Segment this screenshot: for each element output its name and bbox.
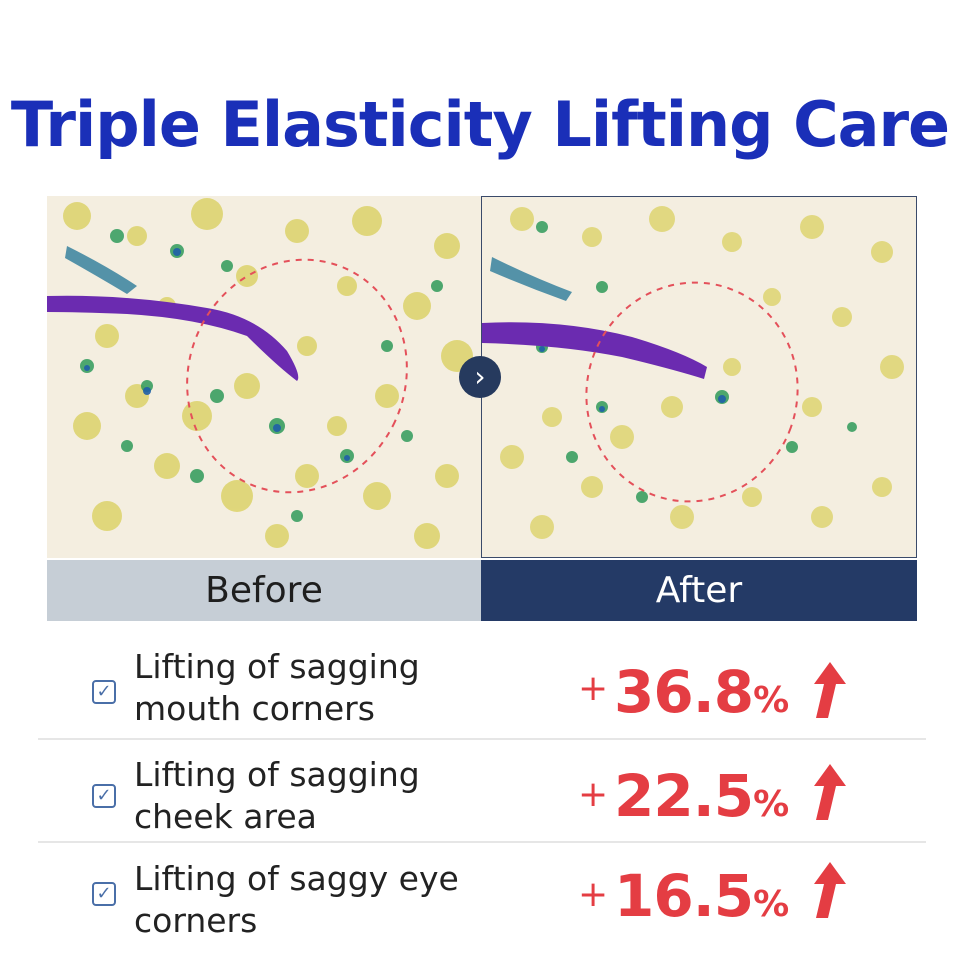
- chevron-right-icon[interactable]: ›: [459, 356, 501, 398]
- before-label: Before: [47, 560, 481, 621]
- result-label: Lifting of sagging mouth corners: [134, 646, 464, 730]
- result-row-eye-corners: ✓ Lifting of saggy eye corners + 16.5%: [0, 848, 960, 948]
- checkbox-icon: ✓: [92, 784, 116, 808]
- result-row-cheek-area: ✓ Lifting of sagging cheek area + 22.5%: [0, 744, 960, 844]
- percent-sign: %: [753, 680, 789, 721]
- plus-sign: +: [578, 874, 609, 915]
- before-skin-scan: [47, 196, 481, 558]
- result-label: Lifting of saggy eye corners: [134, 858, 464, 942]
- result-number: 36.8: [614, 658, 754, 726]
- result-value: 22.5%: [614, 762, 789, 830]
- result-value: 16.5%: [614, 862, 789, 930]
- up-arrow-icon: [814, 862, 846, 918]
- up-arrow-icon: [814, 764, 846, 820]
- result-value: 36.8%: [614, 658, 789, 726]
- result-label-line1: Lifting of sagging: [134, 755, 420, 794]
- result-label-line2: mouth corners: [134, 689, 375, 728]
- after-label: After: [481, 560, 917, 621]
- result-label-line2: corners: [134, 901, 258, 940]
- result-label-line1: Lifting of sagging: [134, 647, 420, 686]
- result-label-line1: Lifting of saggy eye: [134, 859, 459, 898]
- page-title: Triple Elasticity Lifting Care: [10, 88, 950, 161]
- percent-sign: %: [753, 884, 789, 925]
- after-image: [481, 196, 917, 558]
- up-arrow-icon: [814, 662, 846, 718]
- result-row-mouth-corners: ✓ Lifting of sagging mouth corners + 36.…: [0, 640, 960, 740]
- divider: [38, 738, 926, 740]
- result-number: 22.5: [614, 762, 754, 830]
- percent-sign: %: [753, 784, 789, 825]
- plus-sign: +: [578, 668, 609, 709]
- result-label: Lifting of sagging cheek area: [134, 754, 464, 838]
- result-label-line2: cheek area: [134, 797, 317, 836]
- checkbox-icon: ✓: [92, 882, 116, 906]
- result-number: 16.5: [614, 862, 754, 930]
- divider: [38, 841, 926, 843]
- before-image: [47, 196, 481, 558]
- plus-sign: +: [578, 774, 609, 815]
- checkbox-icon: ✓: [92, 680, 116, 704]
- after-skin-scan: [482, 197, 916, 557]
